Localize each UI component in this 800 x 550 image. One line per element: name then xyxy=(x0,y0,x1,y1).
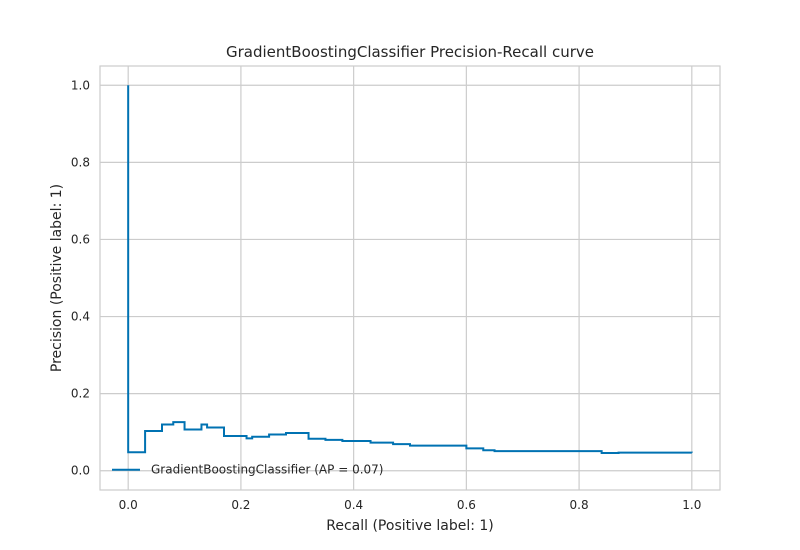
legend: GradientBoostingClassifier (AP = 0.07) xyxy=(112,463,383,477)
legend-label: GradientBoostingClassifier (AP = 0.07) xyxy=(151,463,383,477)
x-tick-label: 0.2 xyxy=(231,498,250,512)
x-tick-label: 0.6 xyxy=(457,498,476,512)
y-tick-label: 0.8 xyxy=(71,155,90,169)
chart-title: GradientBoostingClassifier Precision-Rec… xyxy=(226,43,594,61)
y-tick-label: 0.6 xyxy=(71,232,90,246)
x-tick-label: 1.0 xyxy=(682,498,701,512)
x-axis-title: Recall (Positive label: 1) xyxy=(326,518,494,534)
grid xyxy=(100,66,720,490)
x-tick-label: 0.4 xyxy=(344,498,363,512)
x-tick-label: 0.0 xyxy=(119,498,138,512)
series-layer xyxy=(127,85,693,454)
x-tick-labels: 0.0 0.2 0.4 0.6 0.8 1.0 xyxy=(119,498,702,512)
y-tick-labels: 0.0 0.2 0.4 0.6 0.8 1.0 xyxy=(71,78,90,477)
plot-frame xyxy=(99,65,721,491)
y-tick-label: 0.0 xyxy=(71,464,90,478)
x-tick-label: 0.8 xyxy=(570,498,589,512)
y-axis-title: Precision (Positive label: 1) xyxy=(49,184,65,372)
y-tick-label: 1.0 xyxy=(71,78,90,92)
y-tick-label: 0.2 xyxy=(71,387,90,401)
pr-curve-series-0 xyxy=(127,85,693,454)
y-tick-label: 0.4 xyxy=(71,310,90,324)
